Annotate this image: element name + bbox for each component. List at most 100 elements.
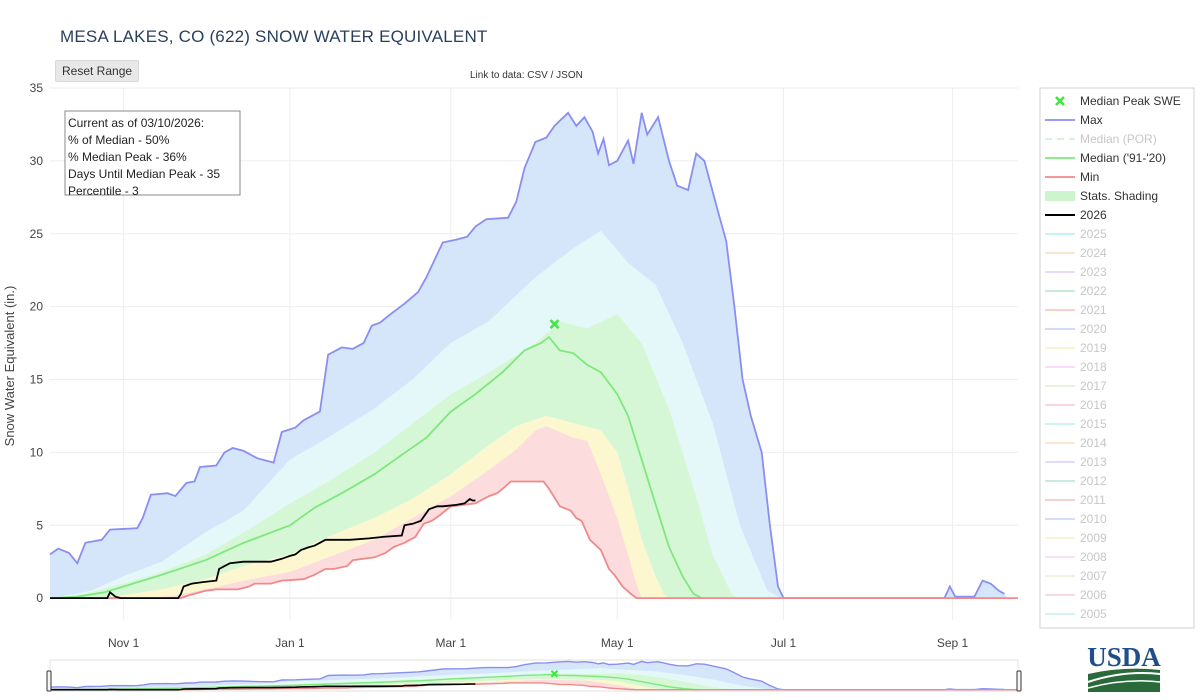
x-tick-label: Nov 1 [108, 636, 140, 650]
legend-label: Median ('91-'20) [1080, 151, 1166, 165]
x-tick-label: Sep 1 [937, 636, 969, 650]
band-p90-p70 [50, 230, 1018, 599]
y-tick-label: 0 [36, 591, 43, 605]
legend-label: 2026 [1080, 208, 1107, 222]
legend-marker-icon [1055, 96, 1065, 106]
x-tick-label: Jan 1 [275, 636, 305, 650]
info-box: Current as of 03/10/2026: % of Median - 5… [64, 110, 241, 198]
legend-label: 2023 [1080, 265, 1107, 279]
min-line [50, 480, 1018, 599]
range-slider-median-line [49, 673, 702, 691]
range-slider-max-line [49, 660, 1005, 691]
legend-item[interactable]: 2006 [1045, 588, 1107, 602]
legend-item[interactable]: 2016 [1045, 398, 1107, 412]
legend-item[interactable]: 2023 [1045, 265, 1107, 279]
range-slider-left-handle[interactable] [46, 670, 52, 692]
legend-item[interactable]: 2021 [1045, 303, 1107, 317]
y-tick-label: 10 [30, 445, 44, 459]
median-line [49, 335, 703, 599]
legend-item[interactable]: 2026 [1045, 208, 1107, 222]
legend-item[interactable]: 2010 [1045, 512, 1107, 526]
range-slider-peak-marker [550, 670, 559, 678]
y-tick-label: 20 [30, 300, 44, 314]
median-peak-marker [549, 319, 560, 330]
legend-label: 2014 [1080, 436, 1107, 450]
y-axis-label: Snow Water Equivalent (in.) [2, 286, 17, 447]
reset-range-button[interactable]: Reset Range [55, 60, 140, 82]
legend-item[interactable]: 2024 [1045, 246, 1107, 260]
band-max-p90 [50, 112, 1018, 599]
info-box-line: Current as of 03/10/2026: [68, 116, 204, 130]
band-p10-min [50, 426, 1018, 599]
legend-label: 2012 [1080, 474, 1107, 488]
y-tick-label: 35 [30, 81, 44, 95]
json-link[interactable]: JSON [556, 70, 583, 81]
legend-item[interactable]: Min [1045, 170, 1099, 184]
legend-item[interactable]: 2020 [1045, 322, 1107, 336]
legend-item[interactable]: Stats. Shading [1045, 189, 1158, 203]
legend-item[interactable]: Median Peak SWE [1055, 94, 1181, 108]
range-slider[interactable] [46, 659, 1022, 692]
info-box-line: Days Until Median Peak - 35 [68, 167, 220, 181]
legend-label: 2024 [1080, 246, 1107, 260]
legend-item[interactable]: 2008 [1045, 550, 1107, 564]
max-line [49, 111, 1005, 599]
legend-item[interactable]: 2014 [1045, 436, 1107, 450]
legend-label: 2005 [1080, 607, 1107, 621]
legend-item[interactable]: 2012 [1045, 474, 1107, 488]
legend-label: 2021 [1080, 303, 1107, 317]
legend-band-swatch [1045, 191, 1075, 201]
legend-label: Max [1080, 113, 1103, 127]
y-tick-label: 15 [30, 373, 44, 387]
band-p70-p30 [50, 313, 1018, 599]
y-tick-label: 30 [30, 154, 44, 168]
y-axis: 0 5 10 15 20 25 30 35 [30, 81, 44, 605]
legend-label: Stats. Shading [1080, 189, 1158, 203]
info-box-line: % Median Peak - 36% [68, 150, 187, 164]
legend-label: 2011 [1080, 493, 1106, 507]
legend-item[interactable]: 2017 [1045, 379, 1107, 393]
legend-label: 2020 [1080, 322, 1107, 336]
legend-label: 2022 [1080, 284, 1107, 298]
x-tick-label: Mar 1 [435, 636, 466, 650]
legend-label: Min [1080, 170, 1099, 184]
csv-link[interactable]: CSV [527, 70, 548, 81]
current-2026-line [50, 497, 476, 599]
legend-item[interactable]: 2022 [1045, 284, 1107, 298]
legend: Median Peak SWE Max Median (POR) Median ('9… [1039, 87, 1195, 629]
x-tick-label: May 1 [601, 636, 634, 650]
legend-item[interactable]: 2019 [1045, 341, 1107, 355]
legend-item[interactable]: 2009 [1045, 531, 1107, 545]
usda-logo-text: USDA [1087, 642, 1161, 672]
range-slider-band [50, 679, 1018, 690]
y-tick-label: 5 [36, 518, 43, 532]
legend-label: 2025 [1080, 227, 1107, 241]
range-slider-band [50, 661, 1018, 690]
legend-item[interactable]: 2025 [1045, 227, 1107, 241]
range-slider-right-handle[interactable] [1016, 670, 1022, 692]
range-slider-band [50, 668, 1018, 690]
legend-label: 2018 [1080, 360, 1107, 374]
legend-label: 2013 [1080, 455, 1107, 469]
legend-item[interactable]: Median ('91-'20) [1045, 151, 1166, 165]
y-tick-label: 25 [30, 227, 44, 241]
legend-item[interactable]: 2011 [1045, 493, 1106, 507]
legend-item[interactable]: 2018 [1045, 360, 1107, 374]
stats-shading [50, 112, 1018, 599]
info-box-line: % of Median - 50% [68, 133, 170, 147]
legend-item[interactable]: 2005 [1045, 607, 1107, 621]
legend-item[interactable]: Max [1045, 113, 1103, 127]
legend-item[interactable]: 2013 [1045, 455, 1107, 469]
legend-item[interactable]: 2007 [1045, 569, 1107, 583]
info-box-line: Percentile - 3 [68, 184, 139, 198]
range-slider-current-line [50, 683, 476, 691]
data-link-separator: / [547, 70, 557, 81]
legend-label: Median Peak SWE [1080, 94, 1181, 108]
legend-label: 2008 [1080, 550, 1107, 564]
legend-label: 2015 [1080, 417, 1107, 431]
legend-item[interactable]: 2015 [1045, 417, 1107, 431]
legend-label: Median (POR) [1080, 132, 1157, 146]
legend-item[interactable]: Median (POR) [1045, 132, 1157, 146]
legend-label: 2009 [1080, 531, 1107, 545]
